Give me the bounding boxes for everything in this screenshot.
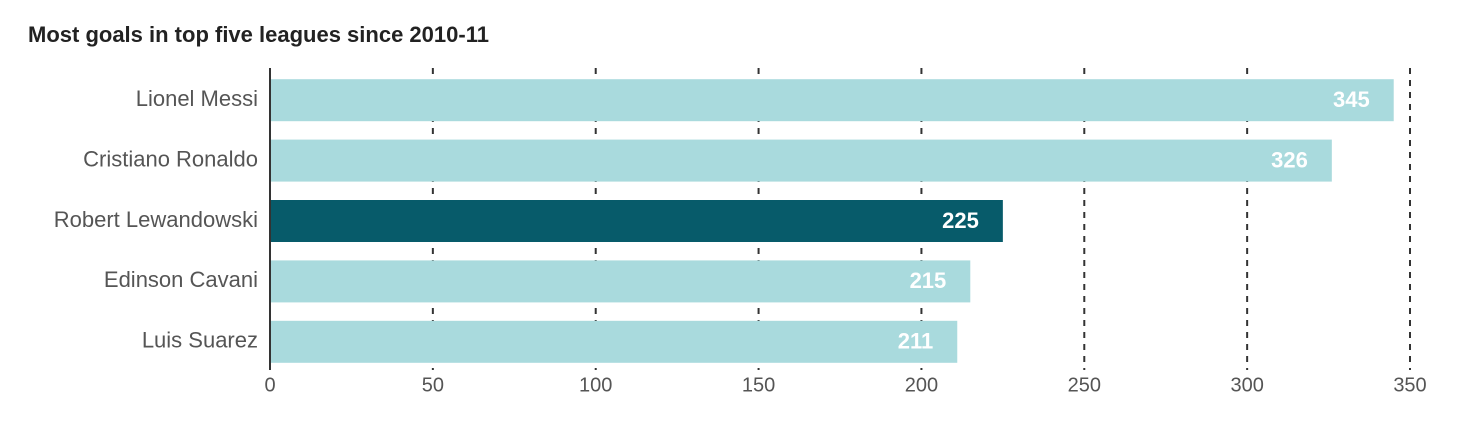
value-label: 326 <box>1271 147 1308 172</box>
x-tick-label: 200 <box>905 374 938 396</box>
x-tick-label: 0 <box>264 374 275 396</box>
y-tick-label: Cristiano Ronaldo <box>83 146 258 171</box>
x-tick-label: 350 <box>1393 374 1426 396</box>
bar <box>270 200 1003 242</box>
bar <box>270 79 1394 122</box>
y-tick-label: Lionel Messi <box>136 86 258 111</box>
bar <box>270 260 971 303</box>
x-tick-label: 300 <box>1230 374 1263 396</box>
x-tick-label: 150 <box>742 374 775 396</box>
x-tick-label: 250 <box>1068 374 1101 396</box>
value-label: 345 <box>1333 87 1370 112</box>
y-tick-label: Edinson Cavani <box>104 267 258 292</box>
y-tick-label: Luis Suarez <box>142 328 258 353</box>
y-tick-label: Robert Lewandowski <box>54 207 258 232</box>
chart-title: Most goals in top five leagues since 201… <box>28 22 489 47</box>
value-label: 215 <box>910 268 947 293</box>
x-tick-label: 100 <box>579 374 612 396</box>
bar <box>270 139 1332 182</box>
value-label: 211 <box>898 329 934 354</box>
value-label: 225 <box>942 208 979 233</box>
x-tick-label: 50 <box>422 374 444 396</box>
bar <box>270 320 958 363</box>
